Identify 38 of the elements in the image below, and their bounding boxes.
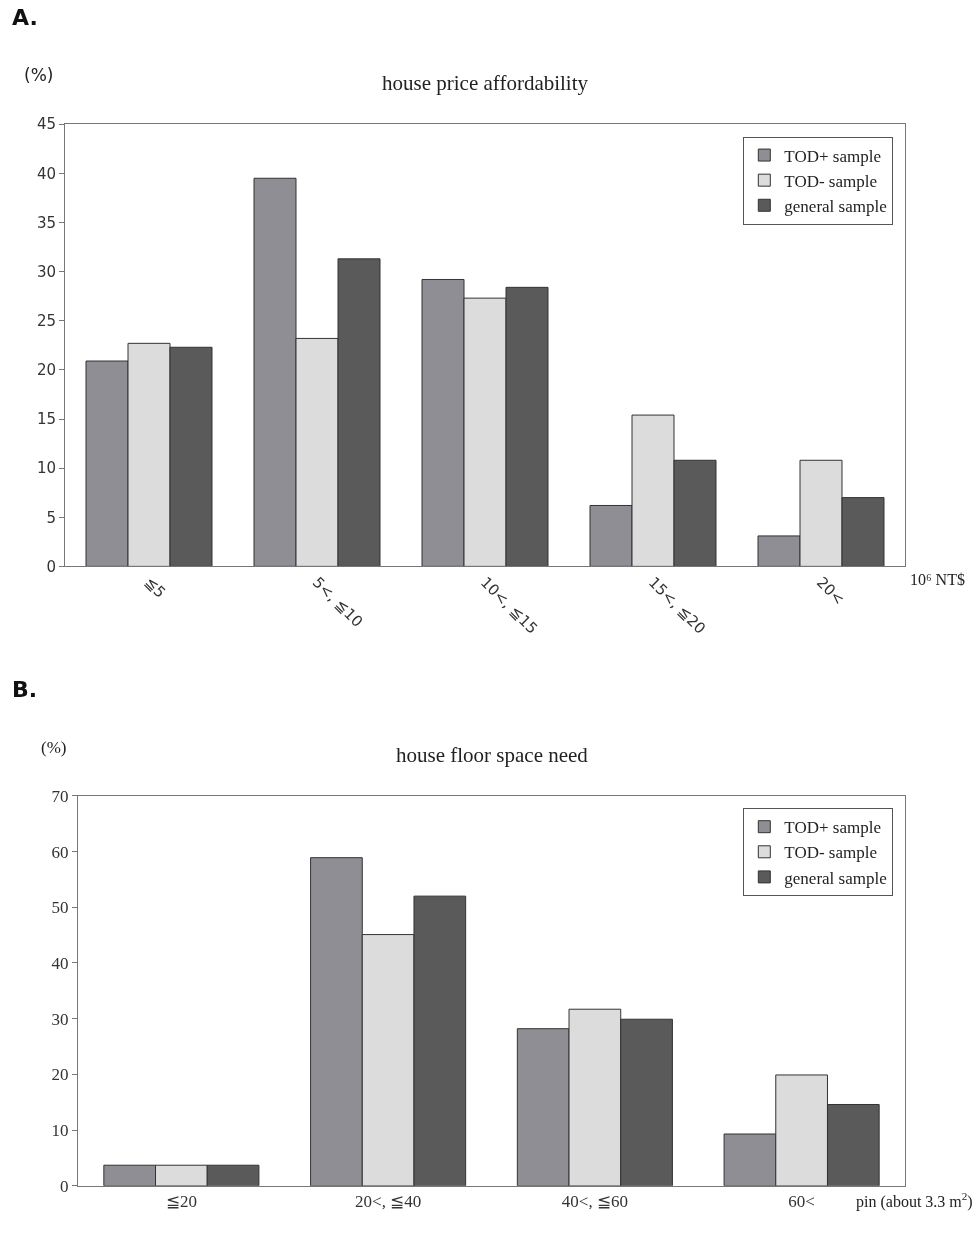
x-tick-label: 60< [788,1192,815,1212]
y-tick-label: 45 [36,115,56,134]
y-tick-label: 70 [51,786,69,806]
y-axis-title: (%) [24,65,54,85]
legend-label: general sample [784,868,887,888]
legend-label: TOD+ sample [784,818,881,838]
x-tick-label: ≦5 [140,573,170,602]
y-tick-label: 10 [51,1121,69,1141]
x-tick-label: 40<, ≦60 [561,1192,628,1212]
y-tick-label: 30 [36,262,56,281]
y-tick-label: 60 [51,842,69,862]
y-tick-label: 0 [60,1176,69,1196]
legend-label: general sample [784,196,887,216]
y-tick-label: 15 [36,410,56,429]
y-tick-label: 35 [36,213,56,232]
x-axis-title: 10⁶ NT$ [910,571,965,588]
y-tick-label: 0 [46,557,56,576]
y-tick-label: 10 [36,459,56,478]
y-tick-label: 20 [36,361,56,380]
x-axis-title: pin (about 3.3 m$^{2}$) [856,1190,973,1211]
x-tick-label: ≦20 [165,1192,197,1212]
y-tick-label: 40 [51,953,69,973]
y-tick-label: 25 [36,311,56,330]
chart-title: house floor space need [396,743,589,767]
text: B. [12,677,38,702]
x-tick-label: 5<, ≦10 [308,573,367,631]
x-tick-label: 20<, ≦40 [355,1192,422,1212]
y-tick-label: 40 [36,164,56,183]
chart-title: house price affordability [382,71,589,95]
text: A. [12,5,38,30]
y-tick-label: 50 [51,898,69,918]
legend-label: TOD+ sample [784,146,881,166]
y-tick-label: 30 [51,1009,69,1029]
y-axis-title: (%) [41,738,67,757]
y-tick-label: 20 [51,1065,69,1085]
y-tick-label: 5 [46,508,56,527]
legend-label: TOD- sample [784,171,877,191]
legend-label: TOD- sample [784,843,877,863]
